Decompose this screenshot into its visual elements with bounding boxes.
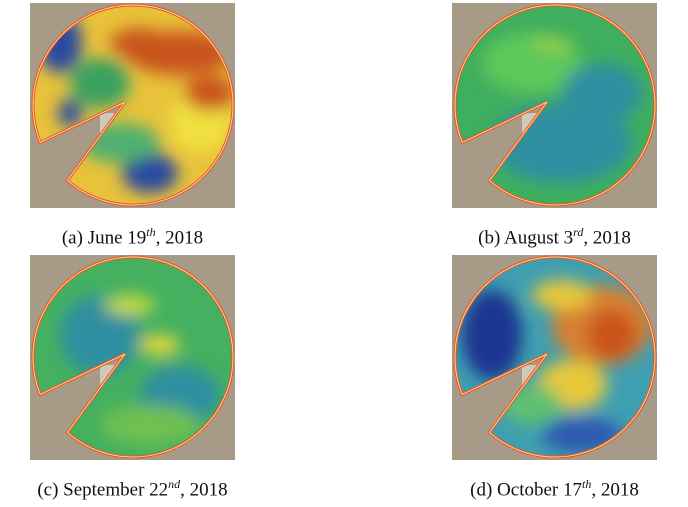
- index-patch: [110, 28, 170, 58]
- caption-label: (d): [470, 479, 492, 500]
- caption-rest: , 2018: [591, 479, 639, 500]
- index-patch: [532, 280, 592, 310]
- index-patch: [100, 405, 200, 445]
- index-patch: [587, 310, 637, 360]
- index-patch: [532, 37, 572, 49]
- caption: (b) August 3rd, 2018: [405, 225, 688, 249]
- index-patch: [105, 295, 155, 315]
- caption-rest: , 2018: [583, 227, 631, 248]
- caption-date: June 19: [88, 227, 147, 248]
- caption-date: October 17: [497, 479, 582, 500]
- caption-date: September 22: [63, 479, 168, 500]
- caption-suffix: th: [146, 225, 155, 239]
- index-patch: [140, 335, 180, 355]
- index-patch: [70, 58, 130, 108]
- caption: (a) June 19th, 2018: [0, 225, 283, 249]
- caption-rest: , 2018: [180, 479, 228, 500]
- figure: (a) June 19th, 2018(b) August 3rd, 2018(…: [0, 0, 688, 507]
- caption: (d) October 17th, 2018: [405, 477, 688, 501]
- field-image: [30, 255, 235, 460]
- index-patch: [185, 75, 235, 111]
- caption: (c) September 22nd, 2018: [0, 477, 283, 501]
- caption-label: (c): [37, 479, 58, 500]
- caption-suffix: th: [582, 477, 591, 491]
- caption-suffix: rd: [573, 225, 583, 239]
- field-image: [30, 3, 235, 208]
- caption-suffix: nd: [168, 477, 180, 491]
- caption-label: (b): [478, 227, 500, 248]
- caption-label: (a): [62, 227, 83, 248]
- index-patch: [562, 63, 642, 123]
- field-image: [452, 3, 657, 208]
- caption-date: August 3: [504, 227, 573, 248]
- field-image: [452, 255, 657, 460]
- caption-rest: , 2018: [156, 227, 204, 248]
